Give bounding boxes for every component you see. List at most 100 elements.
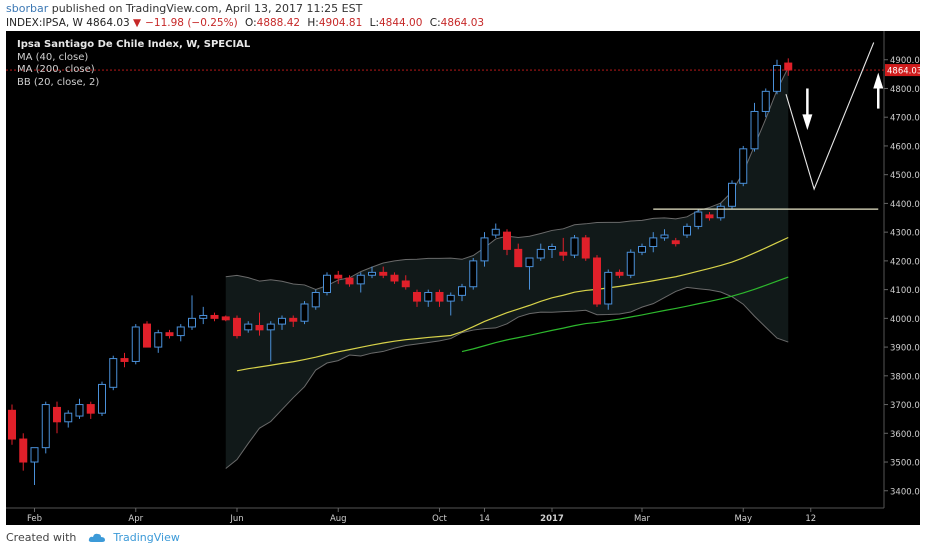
footer: Created with TradingView xyxy=(6,528,926,548)
down-triangle-icon: ▼ xyxy=(133,17,142,29)
candle-body xyxy=(323,274,331,293)
candle-body xyxy=(626,251,635,276)
low-value: 4844.00 xyxy=(379,17,423,29)
published-text: published on TradingView.com, April 13, … xyxy=(51,2,363,15)
candle-body xyxy=(154,332,163,348)
candle-body xyxy=(300,303,309,322)
candle-body xyxy=(278,317,286,325)
candle-body xyxy=(75,404,84,417)
candle-body xyxy=(480,237,489,262)
time-tick-label: Mar xyxy=(634,514,651,524)
time-tick-label: 2017 xyxy=(540,514,564,524)
price-tick-label: 4300.00 xyxy=(890,229,920,239)
price-tick-label: 4500.00 xyxy=(890,171,920,181)
high-label: H: xyxy=(307,17,319,29)
candle-body xyxy=(131,326,140,362)
candle-body xyxy=(559,251,568,256)
candle-body xyxy=(143,323,151,348)
candle-body xyxy=(491,228,500,236)
price-axis-background xyxy=(884,31,920,525)
time-tick-label: Jun xyxy=(229,514,243,524)
candle-body xyxy=(773,64,781,92)
bb-lower-line xyxy=(225,286,789,469)
chart-area[interactable]: 3400.00 3500.00 3600.00 3700.00 3800.00 3900.… xyxy=(6,31,920,525)
candle-body xyxy=(694,211,703,227)
candle-body xyxy=(379,271,388,276)
candle-body xyxy=(424,291,433,302)
candle-body xyxy=(188,317,196,328)
price-tick-label: 4600.00 xyxy=(890,142,920,152)
candle-body xyxy=(705,214,714,219)
candle-body xyxy=(311,291,320,308)
candle-body xyxy=(761,90,770,112)
price-chart[interactable]: 3400.00 3500.00 3600.00 3700.00 3800.00 3900.… xyxy=(6,31,920,525)
bb-fill xyxy=(225,67,789,469)
projection-path xyxy=(785,42,875,191)
author-link[interactable]: sborbar xyxy=(6,2,49,15)
candle-body xyxy=(536,248,545,259)
last-price: 4864.03 xyxy=(86,17,130,29)
price-tick-label: 4200.00 xyxy=(890,257,920,267)
price-tick-label: 3400.00 xyxy=(890,487,920,497)
candle-body xyxy=(255,325,264,331)
open-value: 4888.42 xyxy=(256,17,301,29)
candle-body xyxy=(19,438,28,463)
candle-body xyxy=(120,358,129,362)
candle-body xyxy=(660,234,669,239)
close-value: 4864.03 xyxy=(440,17,485,29)
candle-body xyxy=(671,240,680,245)
price-tick-label: 3500.00 xyxy=(890,459,920,469)
candle-body xyxy=(683,225,691,236)
open-label: O: xyxy=(245,17,257,29)
candle-body xyxy=(86,404,95,414)
price-tick-label: 4000.00 xyxy=(890,315,920,325)
candle-body xyxy=(8,409,16,440)
candle-body xyxy=(390,274,399,282)
down-arrow-head-icon xyxy=(802,114,813,131)
candle-body xyxy=(593,257,601,305)
candle-body xyxy=(244,323,253,331)
candle-body xyxy=(165,332,174,337)
time-tick-label: Oct xyxy=(432,514,447,524)
candle-body xyxy=(728,182,736,207)
symbol-label: INDEX:IPSA, W xyxy=(6,17,83,29)
tradingview-link[interactable]: TradingView xyxy=(113,531,180,544)
candle-body xyxy=(233,317,241,337)
candle-body xyxy=(525,257,534,268)
candle-body xyxy=(53,406,61,423)
candle-body xyxy=(739,148,748,184)
tradingview-cloud-icon xyxy=(88,533,105,542)
time-axis-background xyxy=(6,508,920,525)
candle-body xyxy=(435,291,444,302)
candle-body xyxy=(334,274,343,279)
up-arrow-head-icon xyxy=(873,72,884,89)
close-label: C: xyxy=(429,17,441,29)
price-tick-label: 4400.00 xyxy=(890,200,920,210)
candle-body xyxy=(356,274,365,285)
symbol-header: INDEX:IPSA, W 4864.03 ▼ −11.98 (−0.25%) O… xyxy=(6,16,488,30)
candle-body xyxy=(41,404,50,449)
price-tick-label: 3800.00 xyxy=(890,372,920,382)
candle-body xyxy=(266,323,275,331)
price-tick-label: 4800.00 xyxy=(890,85,920,95)
price-tick-label: 4900.00 xyxy=(890,56,920,66)
candle-body xyxy=(345,277,354,285)
last-price-badge-label: 4864.03 xyxy=(887,67,920,77)
change-value: −11.98 (−0.25%) xyxy=(145,17,238,29)
time-tick-label: May xyxy=(734,514,752,524)
candle-body xyxy=(446,294,455,302)
candle-body xyxy=(469,260,478,288)
candle-body xyxy=(30,447,39,463)
last-price-badge xyxy=(885,64,920,77)
price-tick-label: 3600.00 xyxy=(890,430,920,440)
low-label: L: xyxy=(369,17,379,29)
candle-body xyxy=(199,314,208,319)
candle-body xyxy=(64,412,73,423)
ma40-line xyxy=(236,236,789,372)
candle-body xyxy=(401,280,410,288)
candle-body xyxy=(548,246,556,250)
candle-body xyxy=(570,237,579,256)
price-tick-label: 3900.00 xyxy=(890,344,920,354)
candle-body xyxy=(109,358,118,388)
candle-body xyxy=(615,271,624,276)
